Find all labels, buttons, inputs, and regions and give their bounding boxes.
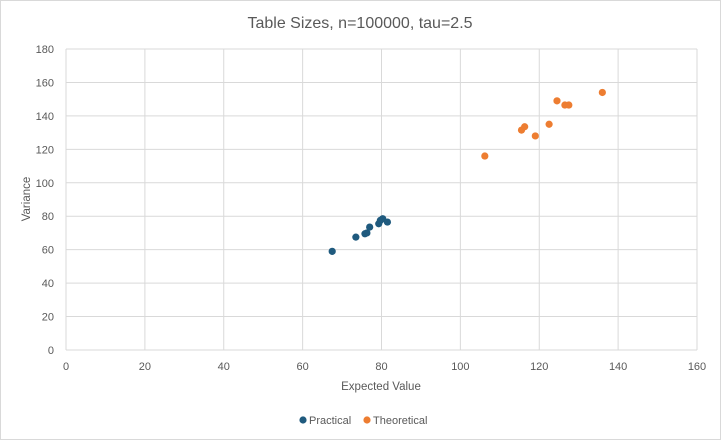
data-point [553,97,561,105]
data-point [531,132,539,140]
y-tick-label: 160 [36,77,54,89]
data-point [565,101,573,109]
data-point [363,229,371,237]
y-tick-label: 140 [36,111,54,123]
legend-label: Theoretical [373,415,427,427]
series-practical [328,215,392,255]
legend-marker [299,416,307,424]
x-axis-ticks: 0 20 40 60 80 100 120 140 160 [63,361,706,373]
data-point [328,247,336,255]
legend-label: Practical [309,415,351,427]
y-tick-label: 100 [36,178,54,190]
data-point [545,120,553,128]
y-tick-label: 60 [42,245,54,257]
x-axis-title: Expected Value [341,381,421,393]
data-point [352,233,360,241]
y-tick-label: 0 [48,345,54,357]
x-tick-label: 80 [375,361,387,373]
y-axis-ticks: 0 20 40 60 80 100 120 140 160 180 [36,44,54,357]
y-axis-title: Variance [21,177,33,222]
series-theoretical [481,88,606,160]
x-tick-label: 40 [218,361,230,373]
y-tick-label: 180 [36,44,54,56]
chart-title: Table Sizes, n=100000, tau=2.5 [247,15,472,32]
x-tick-label: 120 [530,361,548,373]
y-tick-label: 80 [42,211,54,223]
legend-marker [363,416,371,424]
data-point [598,88,606,97]
x-tick-label: 160 [688,361,706,373]
x-tick-label: 100 [451,361,469,373]
x-tick-label: 60 [297,361,309,373]
x-tick-label: 140 [609,361,627,373]
x-tick-label: 0 [63,361,69,373]
x-tick-label: 20 [139,361,151,373]
data-point [383,218,392,226]
data-point [366,223,374,231]
y-tick-label: 20 [42,312,54,324]
y-tick-label: 40 [42,278,54,290]
gridlines [65,48,698,351]
y-tick-label: 120 [36,144,54,156]
data-points [328,88,606,255]
data-point [521,123,529,131]
legend: Practical Theoretical [299,415,427,427]
data-point [481,152,489,160]
